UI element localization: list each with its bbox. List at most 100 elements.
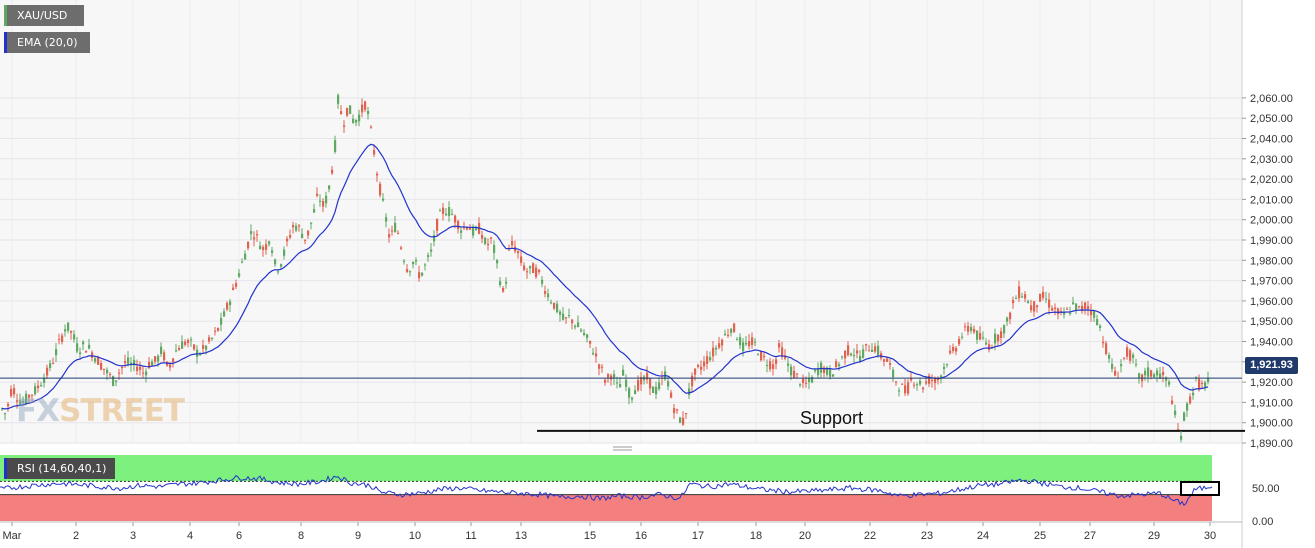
candle-body bbox=[442, 207, 445, 214]
candle-body bbox=[1030, 305, 1033, 311]
candle-body bbox=[799, 384, 802, 386]
candle-body bbox=[133, 359, 136, 366]
rsi-series bbox=[0, 474, 1213, 506]
candle-body bbox=[577, 322, 580, 328]
candle-body bbox=[25, 393, 28, 404]
panel-splitter-handle[interactable] bbox=[613, 446, 632, 451]
candle-body bbox=[829, 368, 832, 377]
symbol-tag[interactable]: XAU/USD bbox=[4, 5, 84, 26]
candle-body bbox=[1153, 374, 1156, 378]
candle-body bbox=[1159, 373, 1162, 379]
candle-body bbox=[1024, 294, 1027, 299]
candle-body bbox=[565, 317, 568, 319]
rsi-indicator-tag[interactable]: RSI (14,60,40,1) bbox=[4, 458, 115, 479]
logo-fx-text: FX bbox=[16, 393, 60, 429]
candle-body bbox=[265, 244, 268, 250]
candle-body bbox=[676, 409, 679, 411]
candle-body bbox=[847, 345, 850, 356]
time-tick-label: 30 bbox=[1204, 530, 1216, 542]
candle-body bbox=[610, 375, 613, 380]
time-tick-label: 24 bbox=[977, 530, 989, 542]
candle-body bbox=[604, 379, 607, 383]
candle-body bbox=[193, 344, 196, 350]
time-tick-label: 17 bbox=[692, 530, 704, 542]
candle-body bbox=[352, 118, 355, 123]
candle-body bbox=[232, 287, 235, 291]
rsi-panel bbox=[0, 455, 1213, 521]
candle-body bbox=[490, 237, 493, 239]
candle-body bbox=[784, 355, 787, 359]
candle-body bbox=[361, 104, 364, 113]
candle-body bbox=[838, 364, 841, 367]
ema-indicator-tag[interactable]: EMA (20,0) bbox=[4, 32, 90, 53]
price-tick-label: 1,910.00 bbox=[1250, 397, 1293, 409]
candle-body bbox=[697, 364, 700, 367]
candle-body bbox=[1180, 435, 1183, 440]
candle-body bbox=[217, 327, 220, 331]
time-tick-label: 4 bbox=[187, 530, 193, 542]
price-axis[interactable]: 1,890.001,900.001,910.001,920.001,930.00… bbox=[1242, 93, 1293, 450]
candle-body bbox=[673, 408, 676, 414]
candle-body bbox=[1108, 354, 1111, 359]
rsi-oversold-zone bbox=[0, 494, 1212, 521]
candle-body bbox=[406, 269, 409, 272]
candle-body bbox=[574, 325, 577, 328]
candle-body bbox=[532, 263, 535, 274]
candle-body bbox=[547, 293, 550, 298]
candle-body bbox=[1129, 350, 1132, 361]
candle-body bbox=[241, 261, 244, 263]
price-tick-label: 1,920.00 bbox=[1250, 377, 1293, 389]
candle-body bbox=[1069, 312, 1072, 314]
candle-body bbox=[1072, 302, 1075, 304]
candle-body bbox=[487, 243, 490, 246]
candle-body bbox=[529, 265, 532, 269]
candle-body bbox=[415, 260, 418, 262]
candle-body bbox=[1144, 370, 1147, 376]
candle-body bbox=[205, 345, 208, 350]
candle-body bbox=[892, 369, 895, 378]
rsi-highlight-rect bbox=[1180, 481, 1220, 496]
candle-body bbox=[1042, 291, 1045, 298]
rsi-axis[interactable]: 0.00 50.00 bbox=[1252, 483, 1280, 528]
candle-body bbox=[229, 301, 232, 306]
candle-body bbox=[475, 227, 478, 230]
candle-body bbox=[862, 349, 865, 358]
candle-body bbox=[502, 288, 505, 292]
candle-body bbox=[10, 388, 13, 397]
candle-body bbox=[1189, 396, 1192, 404]
time-tick-label: 13 bbox=[515, 530, 527, 542]
time-tick-label: 18 bbox=[750, 530, 762, 542]
candle-body bbox=[271, 250, 274, 253]
candle-body bbox=[1174, 410, 1177, 416]
candle-body bbox=[481, 234, 484, 239]
candle-body bbox=[376, 173, 379, 176]
candle-body bbox=[1183, 412, 1186, 421]
candle-body bbox=[112, 376, 115, 386]
candle-body bbox=[1054, 307, 1057, 310]
candle-body bbox=[1096, 319, 1099, 326]
candle-body bbox=[82, 341, 85, 345]
candle-body bbox=[13, 388, 16, 395]
candle-body bbox=[7, 404, 10, 407]
candle-body bbox=[1114, 370, 1117, 376]
candle-body bbox=[73, 334, 76, 340]
candle-body bbox=[508, 249, 511, 251]
candle-body bbox=[562, 313, 565, 320]
candle-body bbox=[316, 193, 319, 196]
time-axis[interactable]: Mar 2 3 4 6 8 9 10 11 13 15 16 17 18 20 22 23 24 25 27 29 30 bbox=[0, 521, 1242, 542]
candle-body bbox=[424, 264, 427, 266]
candle-body bbox=[1207, 377, 1210, 383]
candle-body bbox=[58, 339, 61, 341]
candle-body bbox=[274, 259, 277, 265]
candle-body bbox=[1045, 298, 1048, 300]
candle-body bbox=[1138, 373, 1141, 378]
candle-body bbox=[1051, 308, 1054, 311]
candle-body bbox=[736, 339, 739, 341]
price-tick-label: 2,030.00 bbox=[1250, 154, 1293, 166]
candle-body bbox=[1006, 317, 1009, 322]
candle-body bbox=[739, 337, 742, 346]
candle-body bbox=[721, 339, 724, 346]
candle-body bbox=[454, 215, 457, 223]
candle-body bbox=[1162, 371, 1165, 376]
candle-body bbox=[853, 355, 856, 357]
